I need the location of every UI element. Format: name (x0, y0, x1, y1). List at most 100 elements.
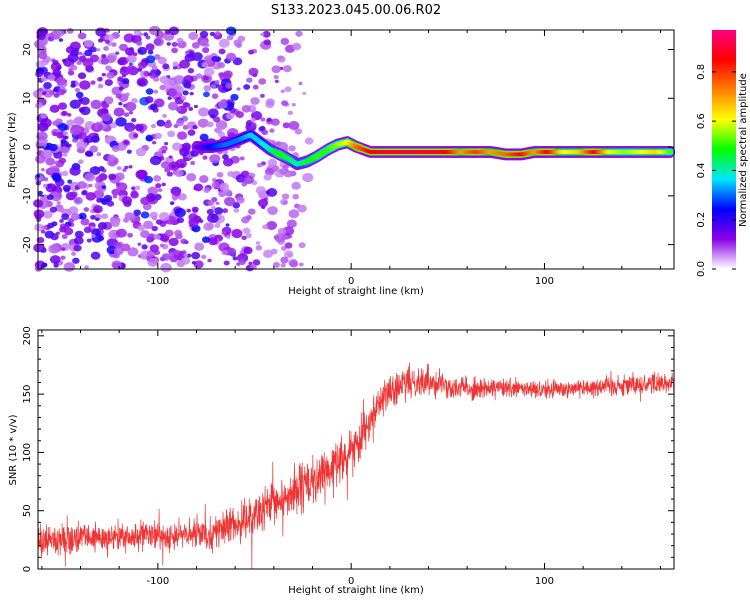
noise-blob (304, 137, 314, 145)
noise-blob (103, 46, 109, 51)
noise-blob (150, 123, 156, 129)
noise-blob (236, 87, 241, 91)
noise-blob (201, 254, 207, 260)
noise-blob (183, 253, 188, 257)
noise-blob (153, 89, 159, 94)
y-tick-label: 0 (22, 566, 33, 572)
noise-blob (96, 48, 101, 52)
noise-blob (186, 208, 192, 213)
noise-blob (235, 111, 245, 118)
noise-blob (74, 230, 84, 239)
noise-blob (61, 110, 68, 116)
noise-blob (175, 119, 185, 127)
noise-blob (203, 187, 211, 193)
noise-blob (80, 218, 90, 226)
noise-blob (223, 189, 233, 197)
noise-blob (91, 234, 96, 238)
noise-blob (113, 107, 125, 117)
noise-blob (128, 110, 134, 115)
noise-blob (95, 217, 100, 222)
noise-blob (106, 200, 115, 207)
noise-blob (153, 233, 161, 240)
noise-blob (111, 260, 122, 269)
noise-blob (176, 131, 188, 140)
noise-blob (232, 256, 238, 261)
noise-blob (164, 229, 174, 237)
noise-blob (188, 218, 199, 227)
noise-blob (90, 99, 102, 110)
noise-blob (172, 190, 181, 197)
noise-blob (133, 133, 139, 138)
noise-blob (250, 117, 256, 123)
noise-blob (288, 120, 300, 130)
noise-blob (215, 201, 220, 205)
noise-blob (61, 234, 68, 240)
noise-blob (131, 118, 137, 123)
noise-blob (183, 81, 192, 89)
noise-blob (68, 67, 73, 72)
noise-blob (144, 96, 154, 104)
spectrogram-ylabel: Frequency (Hz) (7, 112, 18, 188)
noise-blob (171, 142, 183, 151)
noise-blob (50, 233, 59, 241)
noise-blob (177, 193, 187, 201)
noise-blob (36, 32, 46, 41)
noise-blob (280, 256, 289, 264)
noise-blob (121, 78, 130, 85)
noise-blob (73, 196, 83, 205)
noise-blob (273, 75, 279, 80)
noise-blob (226, 52, 237, 62)
noise-blob (135, 147, 147, 157)
noise-blob (36, 236, 45, 244)
noise-blob (235, 174, 246, 183)
noise-blob (262, 224, 269, 230)
noise-blob (73, 244, 82, 252)
noise-blob (66, 112, 72, 117)
noise-blob (160, 161, 170, 169)
noise-blob (258, 198, 269, 208)
noise-blob (241, 104, 251, 113)
noise-blob (122, 168, 127, 172)
noise-blob (260, 93, 265, 98)
noise-blob (67, 70, 75, 76)
noise-blob (82, 138, 89, 143)
noise-blob (187, 67, 195, 74)
noise-blob (77, 181, 87, 189)
noise-blob (52, 131, 58, 137)
noise-blob (89, 166, 101, 176)
noise-blob (131, 98, 138, 104)
noise-blob (35, 60, 45, 69)
noise-blob (250, 122, 257, 128)
noise-blob (158, 212, 170, 221)
noise-blob (198, 219, 204, 224)
noise-blob (255, 186, 266, 195)
noise-blob (145, 55, 156, 64)
noise-blob (145, 43, 155, 51)
noise-blob (222, 149, 228, 155)
noise-blob (117, 58, 126, 66)
noise-blob (43, 81, 52, 90)
noise-blob (35, 154, 46, 164)
noise-blob (163, 121, 172, 129)
noise-blob (84, 49, 93, 57)
noise-blob (116, 182, 128, 192)
noise-blob (40, 118, 52, 128)
noise-blob (97, 76, 103, 82)
noise-blob (133, 29, 141, 36)
noise-blob (167, 130, 176, 138)
noise-blob (277, 55, 286, 63)
colorbar-tick-label: 0.6 (696, 113, 707, 129)
noise-blob (98, 176, 105, 182)
noise-blob (214, 207, 224, 215)
noise-blob (137, 224, 145, 232)
noise-blob (69, 125, 82, 136)
noise-blob (126, 149, 132, 154)
noise-blob (128, 165, 133, 169)
noise-blob (147, 257, 159, 267)
noise-blob (282, 200, 288, 205)
noise-blob (145, 135, 153, 142)
noise-blob (230, 93, 239, 101)
snr-chart: -100 0 100 0 50 100 150 200 Height of straight … (8, 326, 675, 596)
noise-blob (166, 42, 171, 46)
